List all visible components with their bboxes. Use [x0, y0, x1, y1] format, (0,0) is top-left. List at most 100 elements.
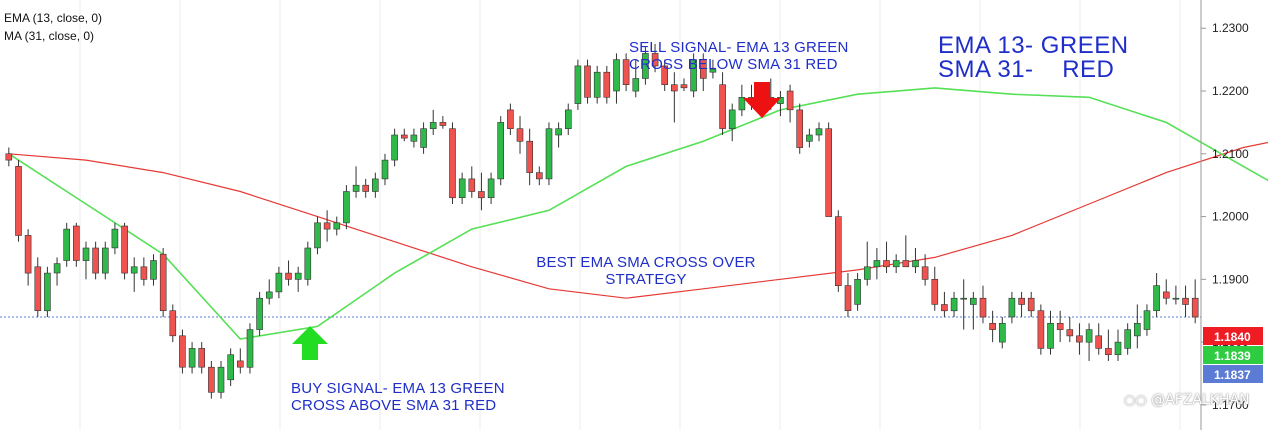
candle-body: [294, 272, 302, 280]
candle-body: [1076, 335, 1083, 343]
candle-body: [429, 122, 437, 130]
candle: [690, 53, 697, 98]
candle: [121, 222, 128, 280]
candle: [53, 257, 61, 286]
candle: [449, 122, 456, 205]
price-tag-label: 1.1840: [1214, 330, 1251, 344]
candle-body: [63, 228, 71, 261]
candle-body: [159, 253, 167, 311]
candle: [24, 229, 32, 286]
candle: [564, 103, 572, 135]
candle-body: [1056, 322, 1064, 330]
candle: [1018, 291, 1025, 318]
candle: [844, 273, 852, 318]
candle-body: [1191, 297, 1199, 318]
candle-body: [526, 140, 534, 173]
candle-body: [680, 84, 688, 89]
candle-body: [844, 285, 852, 312]
candle-body: [719, 84, 726, 129]
candle-body: [728, 109, 736, 130]
candle-body: [497, 122, 505, 180]
candle: [854, 273, 861, 311]
candle: [989, 310, 996, 343]
price-tag: [1203, 365, 1263, 383]
candle-body: [825, 128, 833, 217]
candle-body: [1124, 329, 1131, 349]
candle: [709, 59, 717, 79]
candle: [622, 53, 630, 92]
candle-body: [121, 225, 128, 274]
candle-body: [15, 166, 22, 236]
strategy-line-1: BEST EMA SMA CROSS OVER: [536, 254, 756, 271]
candle-body: [622, 59, 630, 85]
candle-body: [478, 191, 485, 199]
candle: [159, 247, 167, 318]
candle-body: [1182, 297, 1189, 305]
buy-signal-line-2: CROSS ABOVE SMA 31 RED: [291, 397, 497, 414]
candle: [728, 103, 736, 142]
candle: [333, 216, 341, 236]
candle: [632, 59, 640, 98]
candle: [892, 254, 900, 274]
candle: [979, 285, 987, 324]
strategy-annotation: BEST EMA SMA CROSS OVER STRATEGY: [518, 254, 774, 288]
candle-body: [1114, 341, 1122, 356]
candle-body: [642, 53, 649, 79]
candle-body: [34, 266, 42, 311]
candle: [362, 178, 370, 198]
ema-13-line: [8, 87, 1268, 340]
candle: [381, 153, 389, 186]
sell-signal-line-2: CROSS BELOW SMA 31 RED: [629, 56, 838, 73]
candle-body: [150, 260, 157, 280]
candle: [738, 84, 746, 117]
candle: [603, 65, 611, 104]
buy-signal-annotation: BUY SIGNAL- EMA 13 GREEN CROSS ABOVE SMA…: [291, 380, 505, 414]
candle-body: [1095, 335, 1102, 349]
indicator-key-ema: EMA 13- GREEN: [938, 32, 1129, 59]
candle: [237, 348, 244, 374]
candle: [227, 348, 234, 387]
candle-body: [323, 222, 331, 230]
candle: [998, 317, 1006, 349]
candle-body: [873, 260, 881, 268]
candle: [188, 342, 196, 374]
watermark: ○○ @AFZALKHAN: [1124, 392, 1250, 408]
sma-31-line: [8, 141, 1268, 299]
candle: [960, 279, 968, 330]
candle: [44, 266, 51, 318]
candle: [516, 116, 524, 154]
candle-body: [1018, 297, 1025, 305]
indicator-key: EMA 13- GREEN SMA 31- RED: [938, 34, 1129, 82]
candle-body: [343, 191, 350, 224]
candle-body: [815, 128, 823, 136]
candle-body: [391, 134, 398, 161]
candle: [420, 122, 427, 154]
candle: [535, 166, 543, 186]
candle-body: [564, 109, 572, 130]
candle-body: [208, 366, 215, 393]
candle-body: [902, 260, 910, 268]
candle-body: [883, 260, 890, 268]
candle-body: [1037, 310, 1045, 349]
candle: [478, 172, 485, 211]
candle-body: [188, 348, 196, 368]
candle-body: [333, 222, 341, 230]
candle: [1172, 285, 1180, 305]
candle-body: [285, 272, 292, 280]
candle-body: [545, 128, 553, 180]
candle-body: [535, 172, 543, 180]
candle: [63, 222, 71, 267]
candle-body: [738, 97, 746, 111]
candle-body: [574, 65, 582, 104]
candle-body: [237, 360, 244, 368]
candle: [1066, 317, 1074, 343]
candle-body: [217, 366, 225, 393]
candle-body: [892, 260, 900, 268]
candle: [593, 65, 601, 104]
candle: [1124, 323, 1131, 355]
strategy-line-2: STRATEGY: [605, 271, 687, 288]
candle-body: [420, 128, 427, 148]
sell-arrow-icon: [743, 82, 781, 118]
candle: [5, 147, 13, 167]
price-tag-label: 1.1837: [1214, 368, 1251, 382]
